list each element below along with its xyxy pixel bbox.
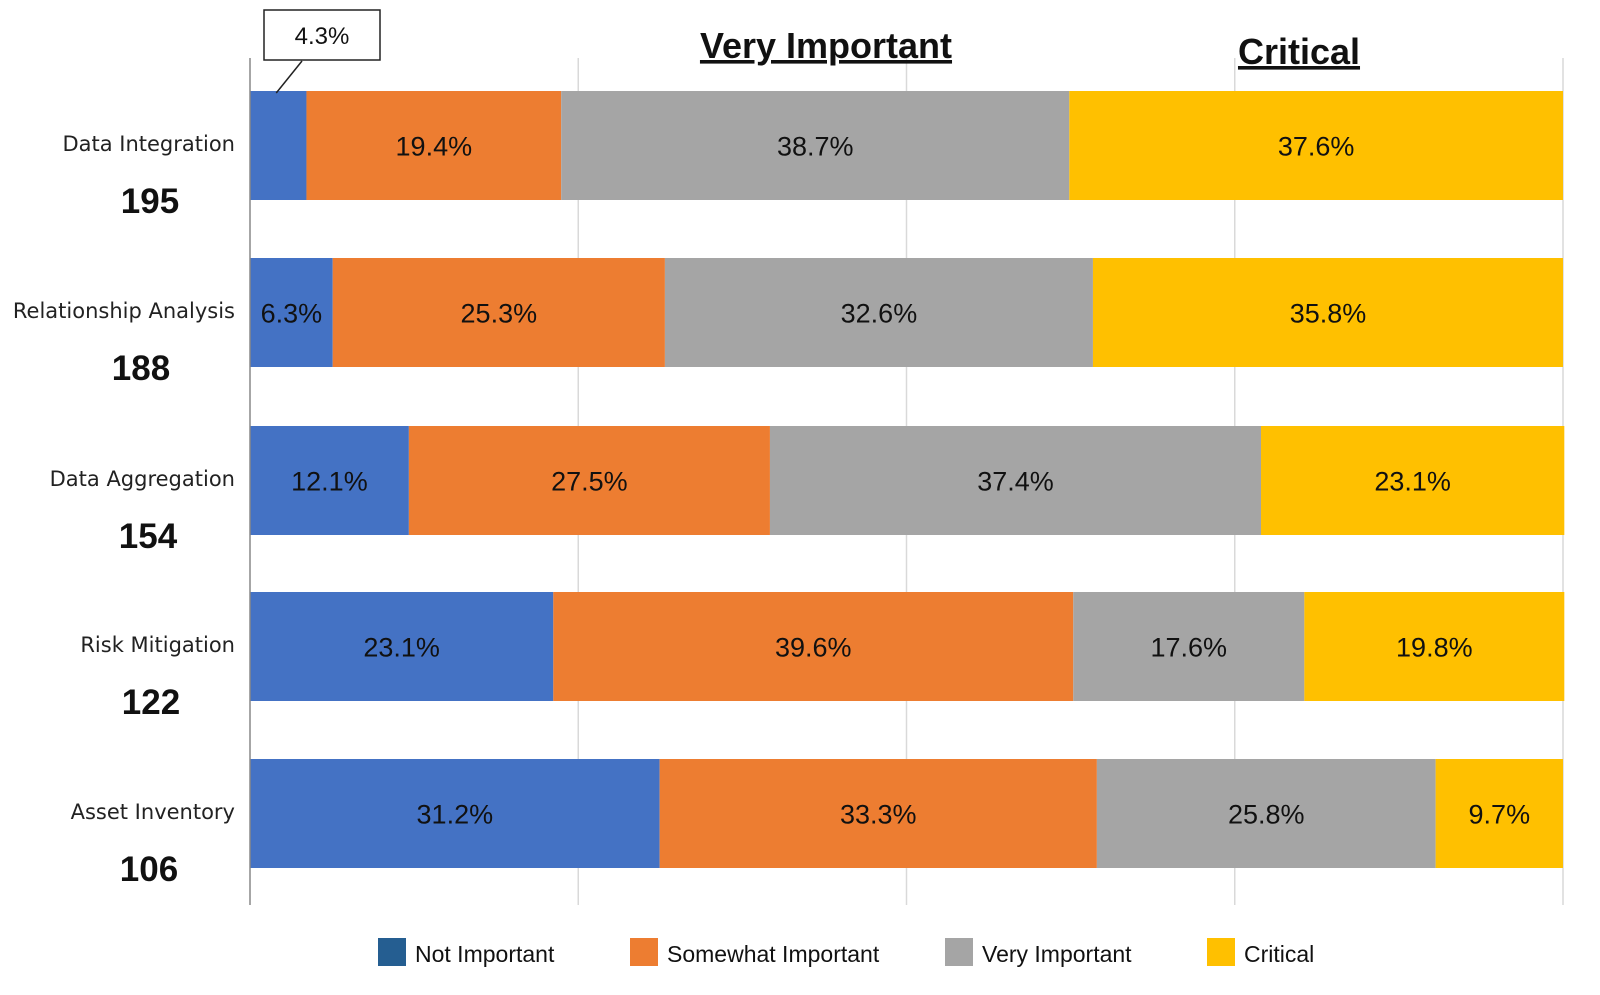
- bar-value-label: 17.6%: [1151, 633, 1228, 663]
- category-label: Data Integration: [62, 132, 235, 156]
- bar-segment: [553, 592, 1074, 701]
- category-count: 106: [120, 850, 178, 889]
- bar-segment: [250, 91, 307, 200]
- bar-value-label: 35.8%: [1290, 299, 1367, 329]
- bar-value-label: 23.1%: [1374, 467, 1451, 497]
- callout-box: [263, 9, 381, 61]
- legend: Not Important Somewhat Important Very Impo…: [378, 938, 1314, 967]
- bar-segment: [1092, 258, 1563, 367]
- bar-segment: [664, 258, 1093, 367]
- bar-value-label: 39.6%: [775, 633, 852, 663]
- bar-value-label: 12.1%: [291, 467, 368, 497]
- legend-label: Not Important: [415, 941, 555, 967]
- bar-segment: [306, 91, 562, 200]
- column-headers: Very Important Critical: [700, 25, 1360, 72]
- callout-label: 4.3%: [295, 23, 350, 50]
- category-count: 188: [112, 349, 170, 388]
- bar-segment: [1069, 91, 1563, 200]
- bars: [250, 91, 1565, 868]
- bar-value-label: 25.8%: [1228, 800, 1305, 830]
- legend-label: Critical: [1244, 941, 1314, 967]
- bar-segment: [1304, 592, 1565, 701]
- bar-value-label: 27.5%: [551, 467, 628, 497]
- bar-value-label: 25.3%: [461, 299, 538, 329]
- category-label: Asset Inventory: [71, 800, 235, 824]
- category-label: Risk Mitigation: [80, 633, 235, 657]
- bar-segment: [332, 258, 665, 367]
- bar-segment: [1096, 759, 1436, 868]
- category-count: 154: [119, 517, 178, 556]
- bar-value-labels: 19.4% 38.7% 37.6% 6.3% 25.3% 32.6% 35.8% 12.1% 2…: [261, 132, 1531, 830]
- legend-swatch: [945, 938, 973, 966]
- legend-label: Very Important: [982, 941, 1132, 967]
- bar-segment: [769, 426, 1262, 535]
- bar-value-label: 23.1%: [363, 633, 440, 663]
- bar-segment: [1261, 426, 1565, 535]
- legend-swatch: [630, 938, 658, 966]
- bar-value-label: 6.3%: [261, 299, 323, 329]
- bar-segment: [659, 759, 1097, 868]
- bar-value-label: 33.3%: [840, 800, 917, 830]
- bar-segment: [408, 426, 770, 535]
- bar-segment: [250, 759, 660, 868]
- bar-value-label: 37.6%: [1278, 132, 1355, 162]
- column-header: Critical: [1238, 31, 1360, 72]
- category-count: 195: [121, 182, 179, 221]
- bar-value-label: 32.6%: [841, 299, 918, 329]
- bar-value-label: 19.4%: [396, 132, 473, 162]
- bar-value-label: 38.7%: [777, 132, 854, 162]
- category-count: 122: [122, 683, 180, 722]
- bar-value-label: 9.7%: [1469, 800, 1531, 830]
- category-label: Data Aggregation: [50, 467, 235, 491]
- category-labels: Data Integration 195 Relationship Analysis…: [13, 132, 235, 889]
- bar-segment: [1435, 759, 1563, 868]
- legend-swatch: [378, 938, 406, 966]
- category-label: Relationship Analysis: [13, 299, 235, 323]
- bar-segment: [250, 258, 333, 367]
- column-header: Very Important: [700, 25, 952, 66]
- bar-value-label: 31.2%: [417, 800, 494, 830]
- bar-segment: [250, 426, 409, 535]
- callout: 4.3%: [263, 9, 381, 94]
- legend-label: Somewhat Important: [667, 941, 880, 967]
- bar-segment: [561, 91, 1070, 200]
- callout-leader-line: [275, 60, 303, 94]
- bar-segment: [250, 592, 554, 701]
- bar-value-label: 19.8%: [1396, 633, 1473, 663]
- legend-swatch: [1207, 938, 1235, 966]
- bar-value-label: 37.4%: [977, 467, 1054, 497]
- bar-segment: [1073, 592, 1305, 701]
